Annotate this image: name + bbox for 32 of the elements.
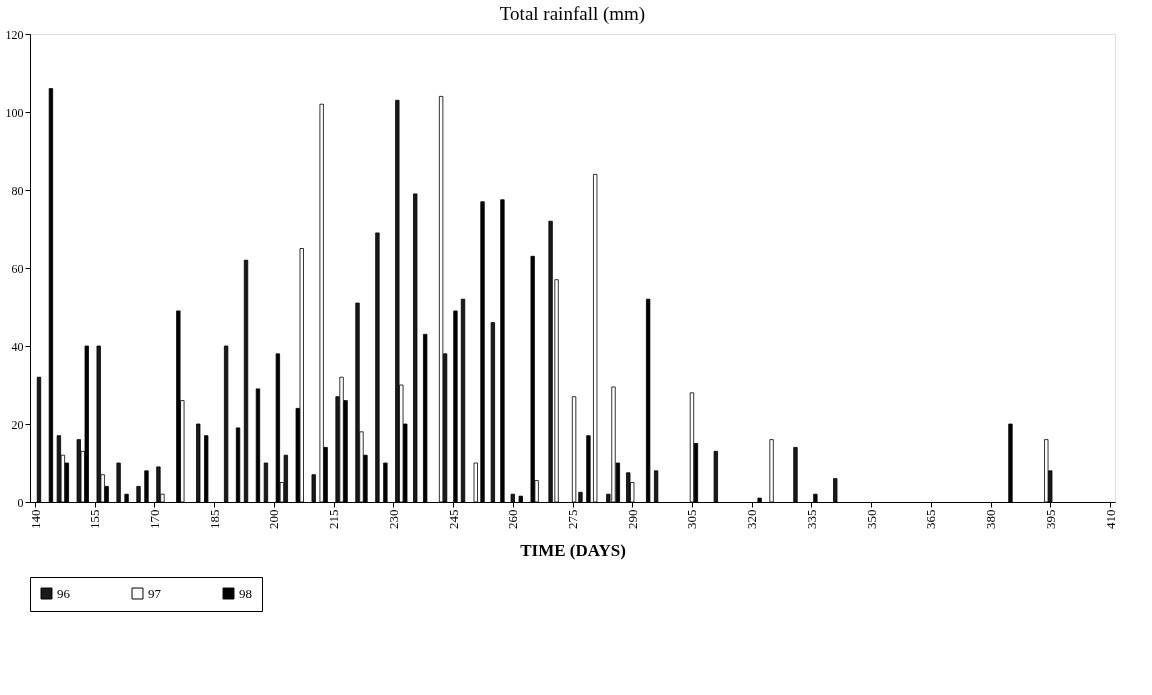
x-tick-label: 320 [744,509,760,529]
y-tick-label: 40 [11,339,24,354]
legend-label: 98 [239,585,252,601]
x-tick-label: 170 [146,509,162,529]
x-tick-label: 395 [1042,509,1058,529]
chart-title: Total rainfall (mm) [499,3,646,25]
x-tick-label: 305 [684,509,700,529]
x-tick-label: 230 [385,509,401,529]
x-tick-label: 200 [266,509,282,529]
x-tick-label: 245 [445,509,461,529]
y-tick-label: 20 [11,417,24,432]
y-tick-label: 80 [11,183,24,198]
y-tick-label: 0 [17,495,24,510]
x-tick-label: 275 [565,509,580,529]
x-tick-label: 155 [87,509,103,529]
x-tick-label: 350 [863,509,879,529]
x-tick-label: 185 [206,509,222,529]
legend-label: 97 [148,585,162,601]
x-tick-label: 140 [27,509,43,529]
x-tick-label: 380 [983,509,999,529]
x-tick-label: 290 [624,509,640,529]
x-tick-label: 260 [505,509,521,529]
x-tick-label: 365 [923,509,939,529]
x-axis-title: TIME (DAYS) [520,541,626,560]
x-tick-label: 215 [326,509,342,529]
bar [339,376,344,503]
y-tick-label: 100 [5,105,24,120]
x-tick-label: 410 [1102,509,1118,529]
x-tick-label: 335 [803,509,819,529]
y-tick-label: 120 [5,27,24,42]
y-tick-label: 60 [11,261,24,276]
legend-label: 96 [57,585,71,601]
